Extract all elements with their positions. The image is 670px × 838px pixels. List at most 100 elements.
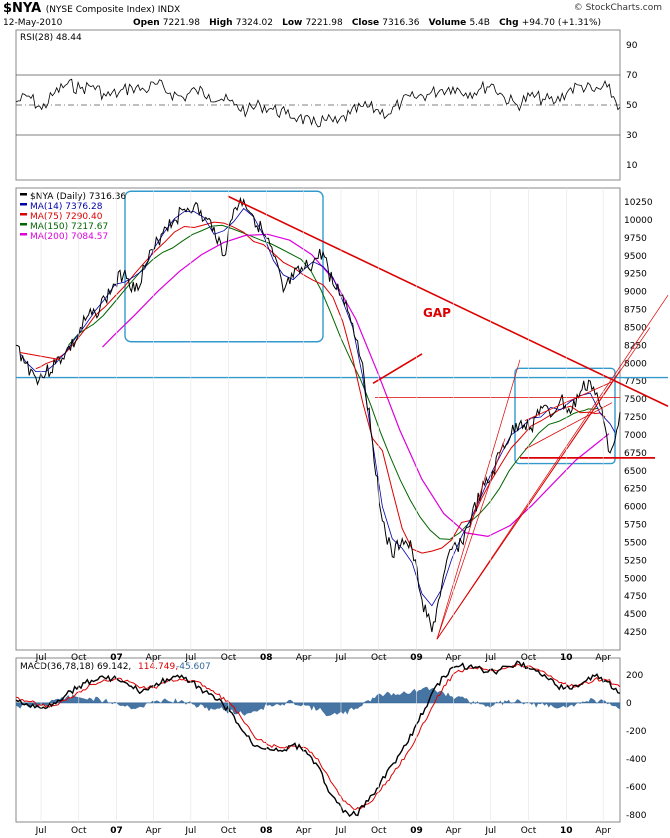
- rsi-tick-label: 90: [626, 41, 638, 51]
- rsi-tick-label: 70: [626, 71, 638, 81]
- open-value: 7221.98: [162, 18, 200, 28]
- x-tick-label: Oct: [71, 653, 87, 663]
- x-tick-label-bottom: 08: [260, 826, 273, 836]
- x-tick-label-bottom: Jul: [335, 826, 347, 836]
- price-tick-label: 8000: [624, 359, 647, 369]
- rsi-legend: RSI(28) 48.44: [20, 33, 82, 43]
- price-panel-frame: [15, 187, 621, 651]
- x-tick-label: Apr: [595, 653, 611, 663]
- brand-watermark: © StockCharts.com: [573, 3, 662, 13]
- high-value: 7324.02: [235, 18, 273, 28]
- x-tick-label-bottom: Apr: [146, 826, 162, 836]
- price-tick-label: 9500: [624, 252, 647, 262]
- top-highlight-box: [124, 190, 324, 343]
- volume-value: 5.4B: [469, 18, 490, 28]
- price-legend-entry: $NYA (Daily) 7316.36: [30, 192, 126, 202]
- downtrend-line: [227, 195, 669, 407]
- macd-tick-label: -600: [626, 783, 647, 793]
- macd-legend-entry: -45.607: [176, 662, 211, 672]
- price-legend-entry: MA(14) 7376.28: [30, 202, 103, 212]
- price-legend-entry: MA(150) 7217.67: [30, 222, 108, 232]
- price-tick-label: 6000: [624, 503, 647, 513]
- rsi-tick-label: 30: [626, 131, 638, 141]
- x-tick-label-bottom: 10: [560, 826, 573, 836]
- channel-lower-line: [524, 402, 613, 450]
- legend-swatch: [20, 193, 27, 196]
- legend-swatch: [20, 233, 27, 236]
- ma14-line: [20, 207, 616, 607]
- price-tick-label: 8750: [624, 306, 647, 316]
- price-tick-label: 9250: [624, 270, 647, 280]
- x-tick-label: Oct: [371, 653, 387, 663]
- volume-label: Volume: [428, 18, 467, 28]
- price-legend-entry: MA(75) 7290.40: [30, 212, 103, 222]
- macd-panel: 200 0 -200 -400 -600 -800 MACD(36,78,18) 69.14…: [15, 660, 647, 821]
- x-tick-label: Jul: [484, 653, 496, 663]
- symbol: $NYA: [3, 1, 42, 16]
- x-tick-label-bottom: Oct: [521, 826, 537, 836]
- ma200-line: [102, 233, 610, 538]
- x-tick-label-bottom: Oct: [71, 826, 87, 836]
- channel-upper-line: [524, 381, 613, 421]
- macd-legend-entry: MACD(36,78,18) 69.142,: [20, 662, 131, 672]
- macd-line: [15, 660, 621, 817]
- price-tick-label: 6750: [624, 449, 647, 459]
- x-tick-label: Apr: [446, 653, 462, 663]
- macd-tick-label: 200: [626, 671, 643, 681]
- x-tick-label-bottom: Jul: [35, 826, 47, 836]
- legend-swatch: [20, 213, 27, 216]
- price-tick-label: 4750: [624, 592, 647, 602]
- x-tick-label: Apr: [296, 653, 312, 663]
- macd-legend-entry: 114.749,: [138, 662, 178, 672]
- fan-trend-line: [436, 327, 651, 640]
- macd-tick-label: -200: [626, 727, 647, 737]
- fan-trend-line: [436, 294, 669, 640]
- price-tick-label: 4500: [624, 610, 647, 620]
- x-tick-label: Oct: [521, 653, 537, 663]
- chart-header: $NYA (NYSE Composite Index) INDX 12-May-…: [0, 0, 670, 40]
- macd-tick-label: -400: [626, 755, 647, 765]
- x-tick-label: 07: [110, 653, 123, 663]
- x-tick-label-bottom: Apr: [296, 826, 312, 836]
- x-tick-label-bottom: 09: [410, 826, 423, 836]
- ma75-line: [35, 221, 606, 554]
- open-label: Open: [133, 18, 160, 28]
- gap-pointer: [372, 353, 423, 385]
- fan-trend-line: [436, 359, 521, 640]
- x-tick-label: Apr: [146, 653, 162, 663]
- price-legend-entry: MA(200) 7084.57: [30, 232, 108, 242]
- x-tick-label: Jul: [335, 653, 347, 663]
- close-value: 7316.36: [382, 18, 420, 28]
- x-tick-label-bottom: Oct: [371, 826, 387, 836]
- fan-trend-line: [436, 438, 506, 640]
- price-tick-label: 6250: [624, 485, 647, 495]
- close-label: Close: [351, 18, 380, 28]
- high-label: High: [209, 18, 233, 28]
- symbol-title: $NYA (NYSE Composite Index) INDX: [3, 1, 180, 16]
- price-tick-label: 5500: [624, 538, 647, 548]
- rsi-line: [15, 78, 621, 128]
- consolidation-box: [514, 367, 616, 465]
- x-tick-label-bottom: Jul: [484, 826, 496, 836]
- price-tick-label: 6500: [624, 467, 647, 477]
- price-tick-label: 8500: [624, 323, 647, 333]
- price-tick-label: 4250: [624, 628, 647, 638]
- price-tick-label: 7000: [624, 431, 647, 441]
- gap-label: GAP: [423, 306, 451, 320]
- price-tick-label: 5000: [624, 574, 647, 584]
- macd-tick-label: 0: [626, 699, 632, 709]
- low-label: Low: [282, 18, 303, 28]
- x-tick-label: Jul: [35, 653, 47, 663]
- rsi-panel: RSI(28) 48.44 90 70 50 30 10: [15, 33, 638, 171]
- price-tick-label: 7750: [624, 377, 647, 387]
- x-tick-label-bottom: Jul: [184, 826, 196, 836]
- price-tick-label: 8250: [624, 341, 647, 351]
- x-tick-label-bottom: 07: [110, 826, 123, 836]
- legend-swatch: [20, 203, 27, 206]
- x-tick-label: 09: [410, 653, 423, 663]
- price-panel: 10250 10000 9750 9500 9250 9000 8750 8500 8250 80…: [15, 190, 669, 640]
- macd-panel-frame: [15, 657, 621, 823]
- rsi-tick-label: 50: [626, 101, 638, 111]
- price-tick-label: 10250: [624, 198, 653, 208]
- price-tick-label: 7250: [624, 413, 647, 423]
